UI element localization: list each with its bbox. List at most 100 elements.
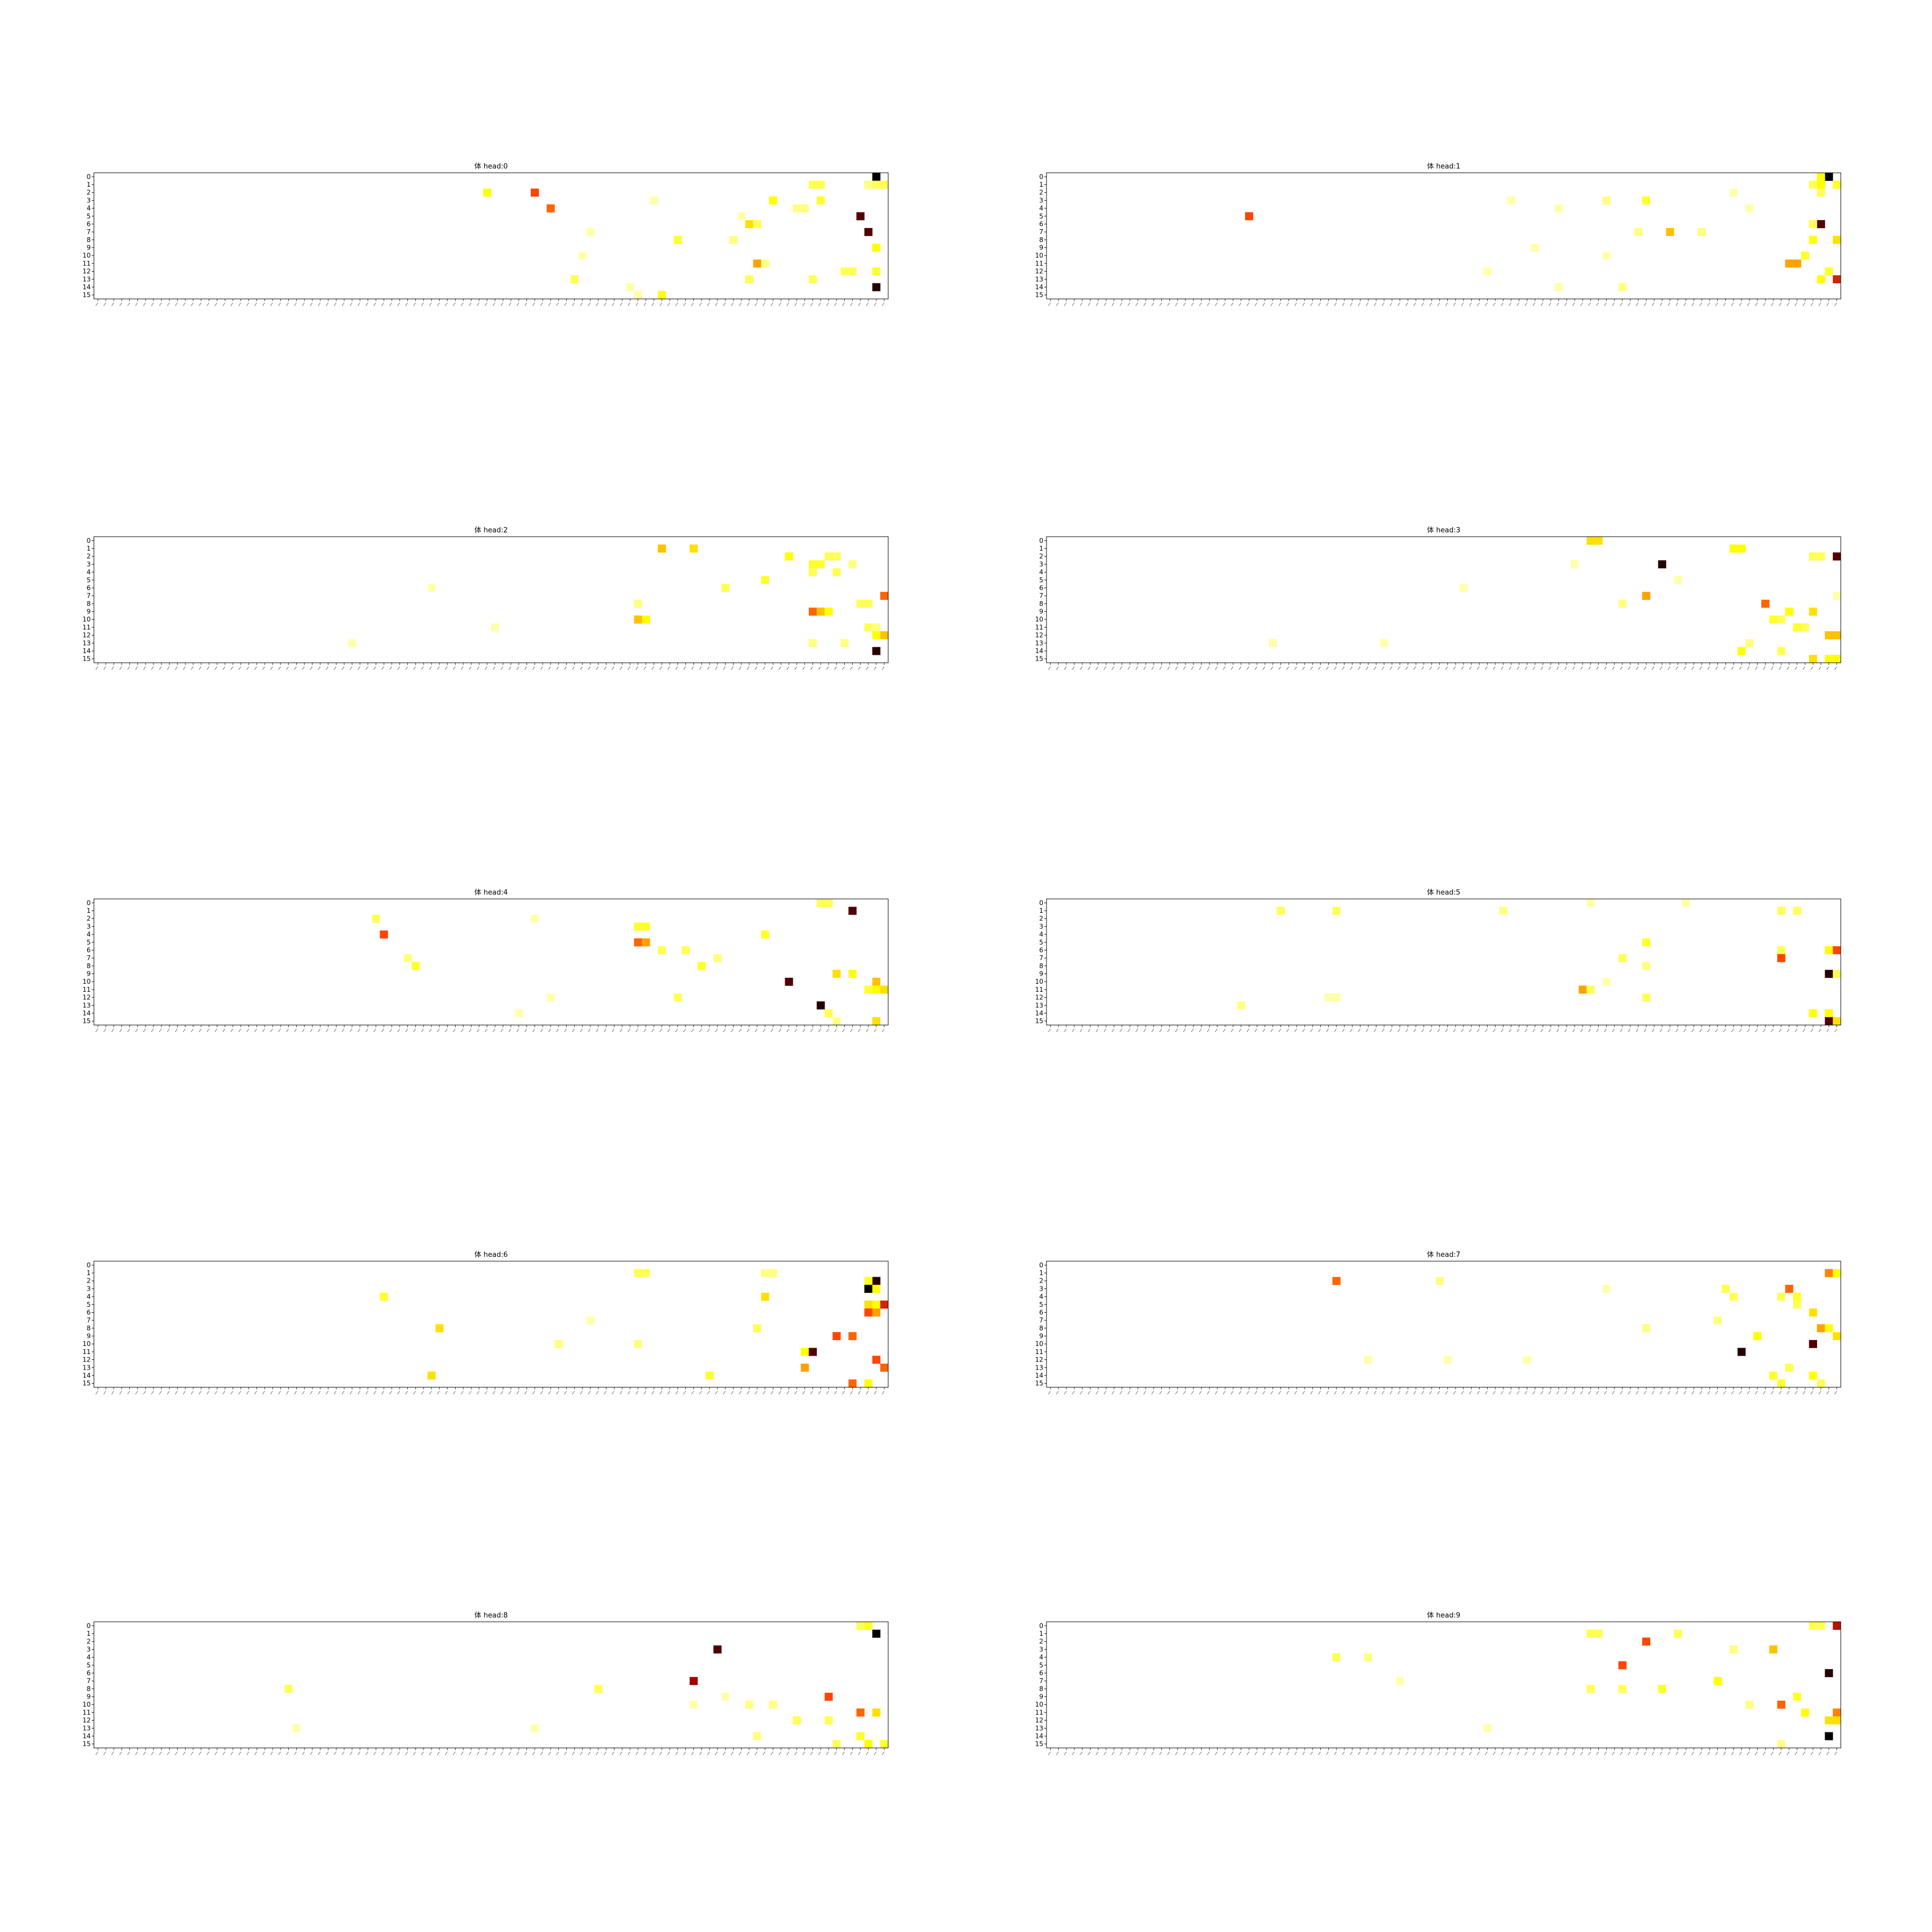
x-tick-label-mark [405, 1028, 408, 1033]
x-tick-label-mark [580, 1028, 583, 1033]
x-tick-label-mark [1334, 666, 1337, 670]
x-tick-label-mark [389, 1391, 392, 1395]
x-tick-label-mark [882, 1391, 885, 1395]
x-tick-label-mark [246, 1391, 250, 1395]
x-tick-label-mark [1596, 302, 1599, 306]
heatmap-cell [880, 1740, 889, 1748]
y-tick-label: 8 [1039, 600, 1043, 608]
x-tick-label-mark [1159, 1391, 1162, 1395]
x-tick-label-mark [1254, 1028, 1257, 1033]
heatmap-cell [1618, 1661, 1627, 1670]
x-tick-label-mark [1087, 1028, 1091, 1033]
x-tick-label-mark [1358, 666, 1361, 670]
x-tick-label-mark [1214, 1028, 1218, 1033]
x-tick-label-mark [1350, 1751, 1353, 1755]
x-tick-label-mark [238, 666, 241, 670]
y-tick-label: 3 [1039, 1285, 1043, 1292]
x-tick-label-mark [413, 1028, 416, 1033]
y-tick-label: 2 [1039, 553, 1043, 560]
x-tick-label-mark [389, 1028, 392, 1033]
x-tick-label-mark [1691, 302, 1694, 306]
y-tick-label: 6 [86, 1669, 91, 1677]
x-tick-label-mark [794, 1751, 797, 1755]
x-tick-label-mark [1715, 1028, 1718, 1033]
x-tick-label-mark [1405, 1028, 1408, 1033]
heatmap-cell [1436, 1277, 1444, 1285]
x-tick-label-mark [1651, 1391, 1655, 1395]
x-tick-label-mark [1770, 666, 1774, 670]
x-tick-label-mark [365, 1028, 369, 1033]
heatmap-cell [657, 544, 666, 553]
x-tick-label-mark [1540, 302, 1543, 306]
x-tick-label-mark [1779, 302, 1782, 306]
y-tick-label: 7 [1039, 1316, 1043, 1324]
x-tick-label-mark [437, 1028, 440, 1033]
x-tick-label-mark [262, 1028, 265, 1033]
x-tick-label-mark [1246, 1391, 1249, 1395]
x-tick-label-mark [1651, 1751, 1655, 1755]
x-tick-label-mark [1795, 1391, 1798, 1395]
x-tick-label-mark [842, 1028, 845, 1033]
heatmap-cell [1777, 1379, 1785, 1388]
x-tick-label-mark [810, 666, 813, 670]
heatmap-cell [1555, 283, 1563, 291]
heatmap-cell [1817, 275, 1825, 283]
x-tick-label-mark [333, 1028, 336, 1033]
heatmap-cell [1737, 544, 1746, 553]
heatmap-cell [872, 1017, 881, 1026]
y-tick-label: 3 [86, 560, 91, 568]
x-tick-label-mark [1270, 1028, 1274, 1033]
x-tick-label-mark [548, 666, 551, 670]
x-tick-label-mark [1270, 1751, 1274, 1755]
x-tick-label-mark [151, 1751, 154, 1755]
heatmap-cell [848, 1332, 857, 1341]
heatmap-cell [626, 283, 634, 291]
heatmap-cell [1777, 1740, 1785, 1748]
x-tick-label-mark [572, 1028, 575, 1033]
heatmap-cell [856, 1708, 865, 1717]
heatmap-cell [1833, 946, 1841, 955]
y-tick-label: 7 [86, 1677, 91, 1685]
x-tick-label-mark [786, 666, 789, 670]
x-tick-label-mark [1342, 302, 1345, 306]
x-tick-label-mark [294, 1028, 297, 1033]
y-tick-label: 4 [1039, 204, 1043, 212]
x-tick-label-mark [1659, 302, 1663, 306]
y-tick-label: 4 [86, 204, 91, 212]
x-tick-label-mark [866, 1028, 869, 1033]
x-tick-label-mark [1135, 1751, 1138, 1755]
x-tick-label-mark [1604, 302, 1607, 306]
x-tick-label-mark [1286, 302, 1289, 306]
x-tick-label-mark [548, 1751, 551, 1755]
heatmap-cell [864, 1379, 873, 1388]
x-tick-label-mark [1723, 1391, 1726, 1395]
x-tick-label-mark [1135, 666, 1138, 670]
heatmap-cell [1833, 970, 1841, 978]
x-tick-label-mark [1461, 1028, 1464, 1033]
x-tick-label-mark [1080, 1751, 1083, 1755]
heatmap-cell [1817, 180, 1825, 189]
x-tick-label-mark [1572, 1028, 1575, 1033]
x-tick-label-mark [159, 1751, 162, 1755]
x-tick-label-mark [1111, 1028, 1115, 1033]
y-tick-label: 9 [86, 970, 91, 978]
x-tick-label-mark [222, 1028, 225, 1033]
x-tick-label-mark [1429, 666, 1432, 670]
heatmap-cell [531, 188, 539, 197]
x-tick-label-mark [207, 302, 210, 306]
heatmap-cell [753, 1324, 762, 1333]
x-tick-label-mark [1818, 1391, 1821, 1395]
x-tick-label-mark [294, 1391, 297, 1395]
heatmap-cell [1825, 1324, 1833, 1333]
heatmap-cell [1809, 1340, 1817, 1348]
x-tick-label-mark [1072, 666, 1075, 670]
heatmap-cell [832, 568, 841, 576]
x-tick-label-mark [421, 666, 424, 670]
x-tick-label-mark [1461, 666, 1464, 670]
heatmap-cell [1324, 993, 1333, 1002]
heatmap-cell [1714, 1316, 1722, 1324]
x-tick-label-mark [174, 666, 178, 670]
x-tick-label-mark [286, 1751, 289, 1755]
x-tick-label-mark [651, 666, 654, 670]
